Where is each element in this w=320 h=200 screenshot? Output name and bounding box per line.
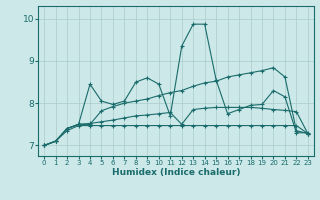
X-axis label: Humidex (Indice chaleur): Humidex (Indice chaleur) bbox=[112, 168, 240, 177]
